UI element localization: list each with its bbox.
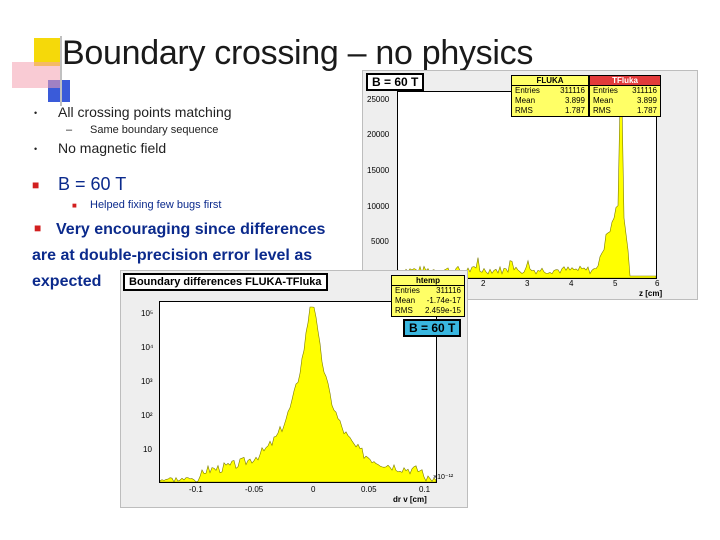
- stat-label: Mean: [515, 96, 536, 105]
- bullet-marker: •: [34, 144, 38, 154]
- bottom-xlabel: dr v [cm]: [393, 495, 427, 504]
- top-plot-area: [397, 91, 657, 279]
- stat-value: 311116: [436, 286, 461, 295]
- bullet-square-red-small: ■: [72, 201, 77, 210]
- bottom-ytick: 10: [143, 445, 152, 454]
- stat-label: Mean: [593, 96, 614, 105]
- stats-row: RMS 1.787: [590, 106, 660, 116]
- bottom-histogram: [160, 306, 436, 482]
- bullet-b60: B = 60 T: [58, 174, 127, 194]
- top-ytick: 25000: [367, 95, 390, 104]
- bottom-ytick: 10⁵: [141, 309, 154, 318]
- stats-row: RMS 2.459e-15: [392, 306, 464, 316]
- stat-value: 3.899: [636, 96, 657, 105]
- bottom-x-exponent: ×10⁻¹²: [433, 474, 454, 481]
- top-xlabel: z [cm]: [639, 289, 663, 298]
- encouraging-text: Very encouraging since differences are a…: [32, 217, 352, 295]
- bottom-xtick: 0.1: [419, 485, 431, 494]
- top-xtick: 4: [569, 279, 574, 288]
- stats-row: Mean 3.899: [590, 96, 660, 106]
- bottom-xtick: -0.05: [245, 485, 264, 494]
- decor-square-pink: [12, 62, 60, 88]
- bottom-plot-panel: Boundary differences FLUKA-TFluka 10⁵ 10…: [120, 270, 468, 508]
- top-histogram: [398, 102, 656, 278]
- top-xtick: 3: [525, 279, 530, 288]
- top-ytick: 20000: [367, 130, 390, 139]
- bottom-xtick: 0: [311, 485, 316, 494]
- stat-value: 3.899: [564, 96, 585, 105]
- stat-label: Entries: [593, 86, 618, 95]
- stat-label: RMS: [515, 106, 533, 115]
- stats-box-name: TFluka: [590, 76, 660, 86]
- stats-box-fluka: FLUKA Entries 311116 Mean 3.899 RMS 1.787: [511, 75, 589, 117]
- stat-label: RMS: [593, 106, 611, 115]
- stat-label: RMS: [395, 306, 413, 315]
- stat-value: 1.787: [564, 106, 585, 115]
- top-xtick: 6: [655, 279, 660, 288]
- bullet-no-field: No magnetic field: [58, 140, 167, 156]
- top-histogram-shape: [398, 102, 656, 278]
- bottom-histogram-shape: [160, 306, 436, 482]
- stats-row: Mean -1.74e-17: [392, 296, 464, 306]
- stat-value: 2.459e-15: [424, 306, 461, 315]
- slide-title: Boundary crossing – no physics: [62, 34, 534, 72]
- bottom-ytick: 10⁴: [141, 343, 154, 352]
- top-plot-tag: B = 60 T: [366, 73, 425, 91]
- top-plot-panel: B = 60 T 25000 20000 15000 10000 5000 2 …: [362, 70, 698, 300]
- bottom-xtick: -0.1: [189, 485, 203, 494]
- bullet-crossing: All crossing points matching: [58, 104, 232, 120]
- stats-row: Entries 311116: [590, 86, 660, 96]
- top-xtick: 2: [481, 279, 486, 288]
- top-ytick: 5000: [371, 237, 389, 246]
- stat-label: Entries: [515, 86, 540, 95]
- stat-value: -1.74e-17: [426, 296, 461, 305]
- stats-box-tfluka: TFluka Entries 311116 Mean 3.899 RMS 1.787: [589, 75, 661, 117]
- bullet-square-red: ■: [32, 178, 40, 192]
- stats-row: Mean 3.899: [512, 96, 588, 106]
- stat-value: 311116: [632, 86, 657, 95]
- sub-bullet-dash: –: [66, 124, 73, 136]
- top-ytick: 15000: [367, 166, 390, 175]
- encouraging-text-content: Very encouraging since differences are a…: [32, 221, 326, 290]
- bullet-marker: •: [34, 108, 38, 118]
- stat-value: 311116: [560, 86, 585, 95]
- stats-box-name: FLUKA: [512, 76, 588, 86]
- stat-label: Entries: [395, 286, 420, 295]
- top-ytick: 10000: [367, 202, 390, 211]
- decor-square-yellow: [34, 38, 62, 66]
- top-xtick: 5: [613, 279, 618, 288]
- decor-line: [60, 36, 62, 106]
- bottom-plot-area: [159, 301, 437, 483]
- bottom-xtick: 0.05: [361, 485, 377, 494]
- stats-box-name: htemp: [392, 276, 464, 286]
- stats-row: Entries 311116: [392, 286, 464, 296]
- stats-row: Entries 311116: [512, 86, 588, 96]
- bullet-bugs: Helped fixing few bugs first: [90, 199, 222, 211]
- bottom-ytick: 10³: [141, 377, 153, 386]
- bottom-ytick: 10²: [141, 411, 153, 420]
- bottom-plot-title: Boundary differences FLUKA-TFluka: [123, 273, 328, 291]
- stats-row: RMS 1.787: [512, 106, 588, 116]
- bullet-square-red: ■: [34, 221, 42, 235]
- stat-label: Mean: [395, 296, 416, 305]
- stat-value: 1.787: [636, 106, 657, 115]
- bottom-plot-tag: B = 60 T: [403, 319, 462, 337]
- sub-bullet-sequence: Same boundary sequence: [90, 124, 219, 136]
- stats-box-htemp: htemp Entries 311116 Mean -1.74e-17 RMS 2.4…: [391, 275, 465, 317]
